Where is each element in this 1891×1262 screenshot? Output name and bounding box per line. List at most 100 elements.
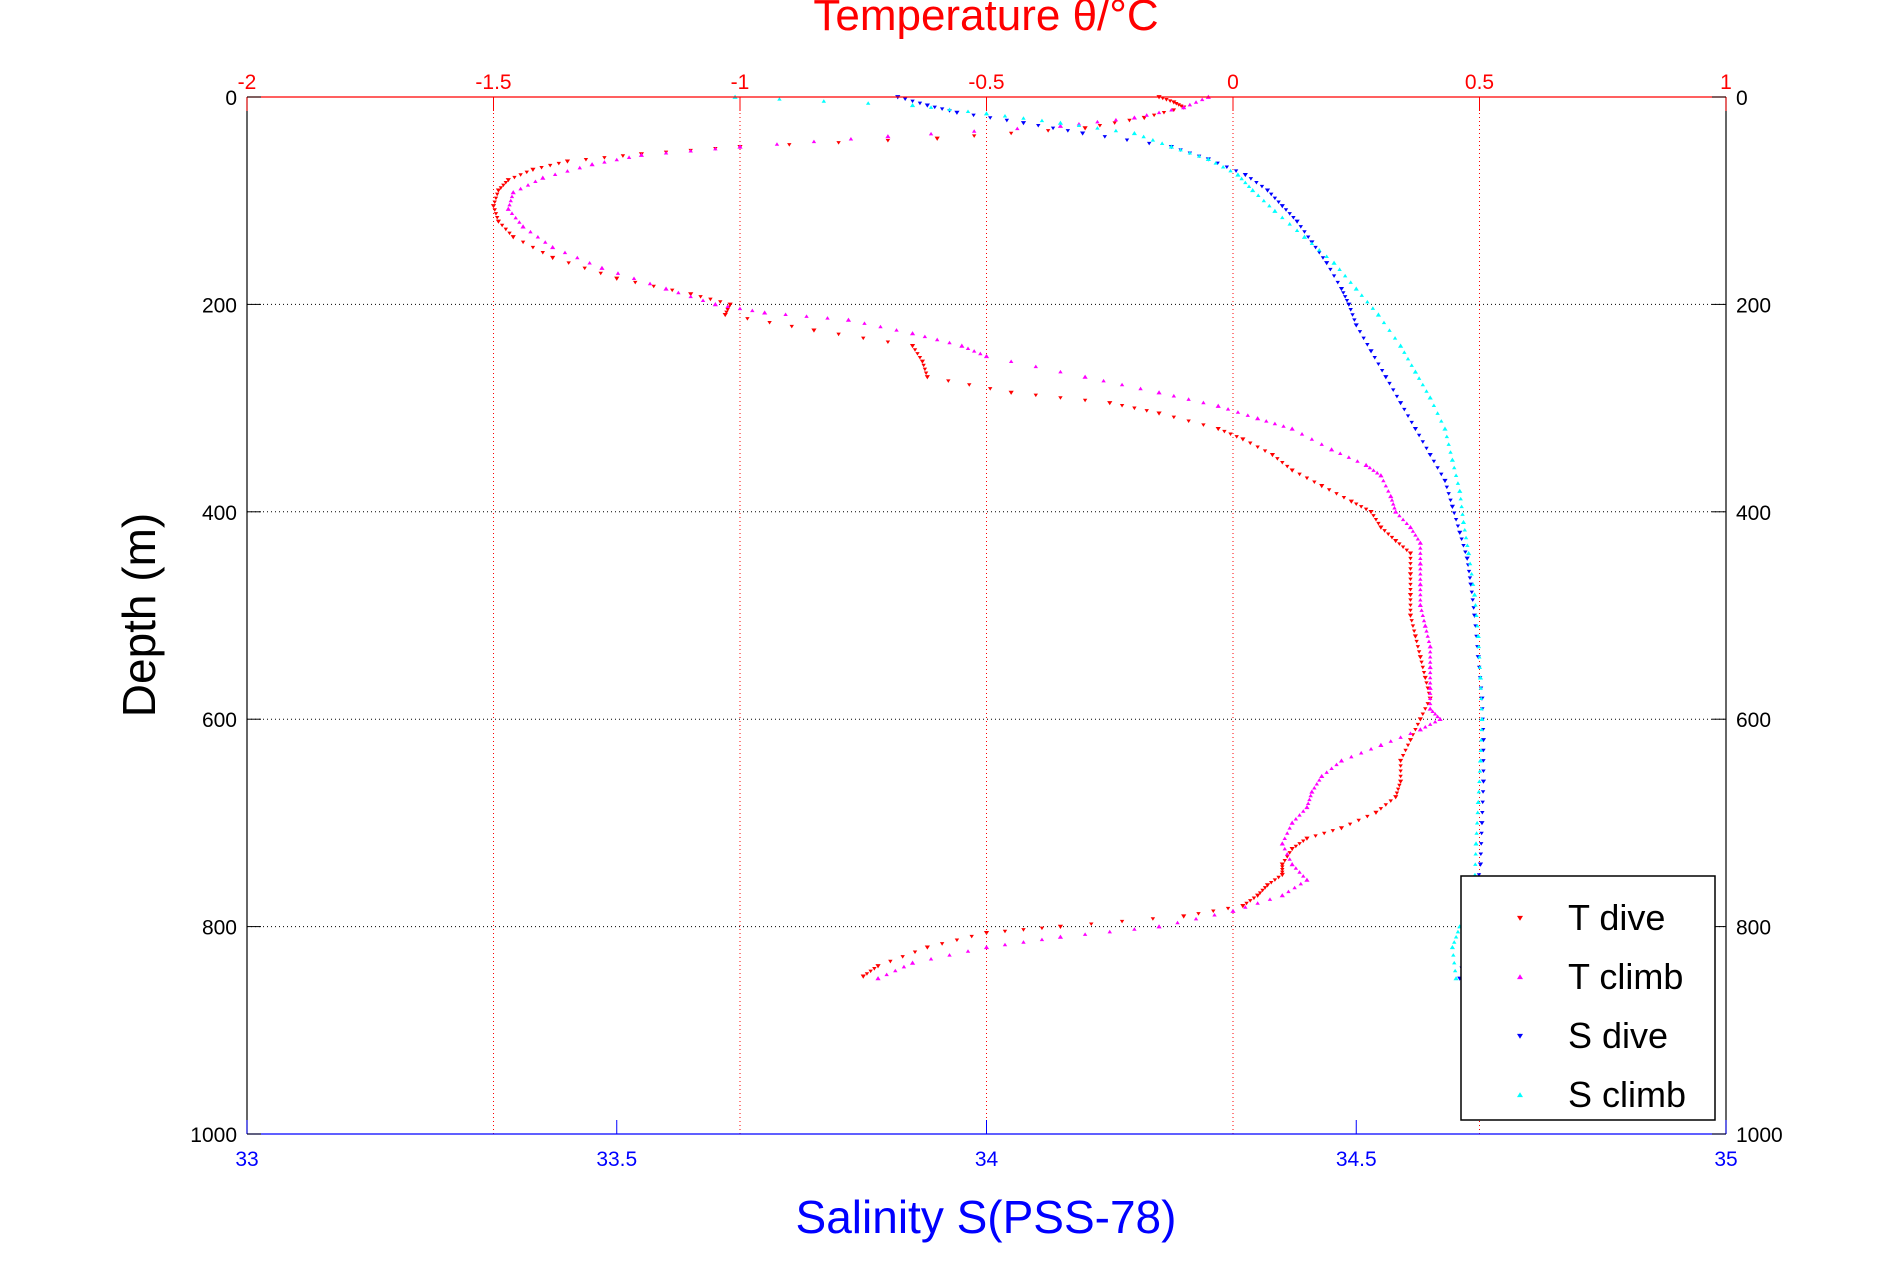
data-point [1475,633,1481,639]
data-point [737,306,743,311]
data-point [1464,556,1470,561]
data-point [1095,119,1100,124]
data-point [562,250,568,255]
data-point [525,183,531,187]
data-point [1477,758,1484,763]
data-point [1171,108,1177,112]
data-point [1346,455,1352,459]
data-point [762,310,768,315]
data-point [509,194,515,199]
data-point [1375,470,1380,475]
data-point [1285,464,1290,469]
data-point [1423,724,1428,729]
data-point [1410,529,1416,533]
data-point [1480,800,1485,805]
data-point [647,281,653,286]
data-point [1282,858,1287,863]
data-point [1283,208,1289,212]
data-point [1458,496,1463,501]
data-point [1225,407,1231,411]
chart-title: Temperature θ/°C [813,0,1158,40]
data-point [540,251,545,255]
data-point [1004,118,1010,123]
data-point [1375,312,1382,317]
data-point [1398,343,1404,348]
data-point [1334,762,1339,767]
data-point [1156,411,1162,416]
data-point [1479,696,1484,700]
data-point [1424,389,1429,393]
data-point [1449,945,1455,950]
data-point [1008,390,1014,395]
data-point [1341,291,1346,295]
data-point [1187,102,1193,107]
data-point [1477,665,1483,669]
data-point [1427,452,1433,458]
data-point [861,336,866,341]
data-point [1169,107,1174,112]
data-point [1355,459,1360,463]
data-point [1365,299,1370,304]
data-point [1427,665,1433,670]
data-point [1279,204,1285,209]
data-point [1477,655,1482,659]
data-point [1309,437,1315,441]
depth-tick-label-left: 0 [225,87,237,110]
data-point [1400,753,1406,758]
data-point [494,216,500,220]
data-point [983,111,990,116]
data-point [1082,932,1088,936]
data-point [1279,862,1285,867]
data-point [1255,893,1261,898]
data-point [1418,577,1423,581]
data-point [1159,141,1165,145]
data-point [1476,873,1482,877]
data-point [909,960,916,965]
data-point [1398,779,1404,784]
data-point [1313,245,1318,250]
data-point [1457,530,1463,535]
data-point [1395,787,1401,792]
data-point [983,353,990,359]
data-point [1372,356,1377,360]
data-point [1479,831,1484,836]
data-point [1276,200,1281,204]
data-point [939,107,945,111]
salinity-tick-label: 33.5 [596,1148,637,1171]
data-point [1312,480,1317,484]
data-point [1469,590,1474,595]
data-point [1347,822,1353,827]
data-point [1398,764,1403,768]
data-point [947,107,952,111]
data-point [1386,532,1391,537]
data-point [1465,543,1470,548]
data-point [1453,934,1459,939]
data-point [1475,810,1480,815]
temperature-tick-label: -1 [731,71,750,94]
data-point [1309,789,1315,794]
data-point [1428,722,1433,726]
data-point [1021,940,1026,944]
data-point [1286,889,1291,894]
data-point [1453,976,1459,981]
data-point [1397,513,1402,518]
data-point [1201,423,1206,427]
data-point [1479,842,1484,846]
data-point [1473,862,1478,866]
data-point [1348,499,1354,504]
data-point [1468,582,1474,587]
data-point [888,959,893,964]
data-point [1287,212,1292,216]
data-point [1448,498,1453,503]
data-point [1470,582,1476,586]
data-point [1297,842,1302,846]
data-point [1186,397,1191,401]
data-point [1308,793,1313,798]
data-point [1416,433,1422,438]
data-point [1354,502,1359,507]
data-point [1150,917,1156,921]
data-point [1235,172,1241,177]
data-point [1368,349,1374,354]
data-point [1246,184,1252,188]
data-point [518,186,523,191]
